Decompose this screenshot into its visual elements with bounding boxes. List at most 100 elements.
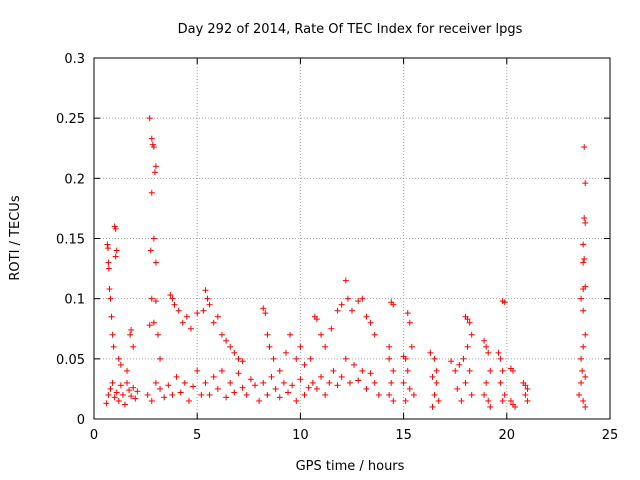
- y-tick-label: 0.25: [56, 112, 85, 127]
- data-point: [169, 391, 176, 398]
- data-point: [103, 400, 110, 407]
- data-point: [121, 401, 128, 408]
- data-point: [433, 367, 440, 374]
- x-tick-label: 5: [193, 428, 201, 443]
- data-point: [326, 379, 333, 386]
- data-point: [406, 385, 413, 392]
- data-point: [202, 287, 209, 294]
- data-point: [165, 382, 172, 389]
- data-point: [579, 367, 586, 374]
- data-point: [576, 391, 583, 398]
- data-point: [260, 379, 267, 386]
- data-point: [276, 394, 283, 401]
- data-point: [132, 395, 139, 402]
- data-point: [117, 361, 124, 368]
- data-point: [280, 379, 287, 386]
- data-point: [227, 379, 234, 386]
- data-point: [206, 301, 213, 308]
- data-point: [501, 391, 508, 398]
- data-point: [456, 361, 463, 368]
- data-point: [448, 358, 455, 365]
- data-point: [130, 384, 137, 391]
- data-point: [204, 295, 211, 302]
- data-point: [148, 397, 155, 404]
- data-point: [218, 331, 225, 338]
- data-point: [127, 331, 134, 338]
- y-axis-label: ROTI / TECUs: [8, 195, 23, 280]
- data-point: [334, 382, 341, 389]
- data-point: [408, 343, 415, 350]
- data-point: [214, 313, 221, 320]
- data-point: [313, 316, 320, 323]
- data-point: [386, 391, 393, 398]
- data-point: [582, 403, 589, 410]
- data-point: [223, 337, 230, 344]
- data-point: [119, 391, 126, 398]
- data-point: [487, 403, 494, 410]
- data-point: [435, 397, 442, 404]
- data-point: [386, 355, 393, 362]
- data-point: [183, 313, 190, 320]
- data-point: [171, 301, 178, 308]
- y-tick-label: 0.2: [64, 172, 85, 187]
- data-point: [110, 343, 117, 350]
- data-point: [452, 367, 459, 374]
- data-point: [322, 343, 329, 350]
- data-point: [105, 259, 112, 266]
- data-point: [330, 367, 337, 374]
- data-point: [483, 379, 490, 386]
- data-point: [293, 355, 300, 362]
- data-point: [582, 180, 589, 187]
- data-point: [144, 391, 151, 398]
- data-point: [483, 343, 490, 350]
- data-point: [262, 310, 269, 317]
- data-point: [194, 367, 201, 374]
- data-point: [124, 379, 131, 386]
- data-point: [433, 379, 440, 386]
- x-tick-label: 25: [602, 428, 619, 443]
- data-point: [206, 391, 213, 398]
- data-point: [126, 387, 133, 394]
- data-point: [458, 397, 465, 404]
- data-point: [487, 367, 494, 374]
- data-point: [388, 379, 395, 386]
- data-point: [105, 265, 112, 272]
- data-point: [466, 319, 473, 326]
- data-point: [268, 373, 275, 380]
- data-point: [338, 301, 345, 308]
- data-point: [582, 373, 589, 380]
- y-tick-label: 0: [77, 413, 85, 428]
- data-point: [578, 295, 585, 302]
- data-point: [406, 319, 413, 326]
- data-point: [108, 313, 115, 320]
- data-point: [499, 367, 506, 374]
- data-point: [128, 326, 135, 333]
- data-point: [148, 189, 155, 196]
- data-point: [146, 322, 153, 329]
- data-point: [150, 235, 157, 242]
- data-point: [173, 373, 180, 380]
- data-point: [146, 115, 153, 122]
- data-point: [359, 295, 366, 302]
- y-tick-label: 0.15: [56, 233, 85, 248]
- data-point: [509, 401, 516, 408]
- data-point: [175, 307, 182, 314]
- data-point: [218, 367, 225, 374]
- data-point: [464, 316, 471, 323]
- data-point: [344, 295, 351, 302]
- data-point: [105, 391, 112, 398]
- data-point: [107, 385, 114, 392]
- data-point: [210, 319, 217, 326]
- data-point: [349, 307, 355, 314]
- data-point: [117, 382, 124, 389]
- x-axis-label: GPS time / hours: [296, 459, 405, 474]
- data-point: [342, 277, 349, 284]
- data-point: [322, 391, 329, 398]
- data-point: [454, 385, 461, 392]
- data-point: [509, 367, 516, 374]
- data-point: [264, 331, 271, 338]
- data-point: [251, 382, 258, 389]
- data-point: [112, 253, 119, 260]
- data-point: [497, 379, 504, 386]
